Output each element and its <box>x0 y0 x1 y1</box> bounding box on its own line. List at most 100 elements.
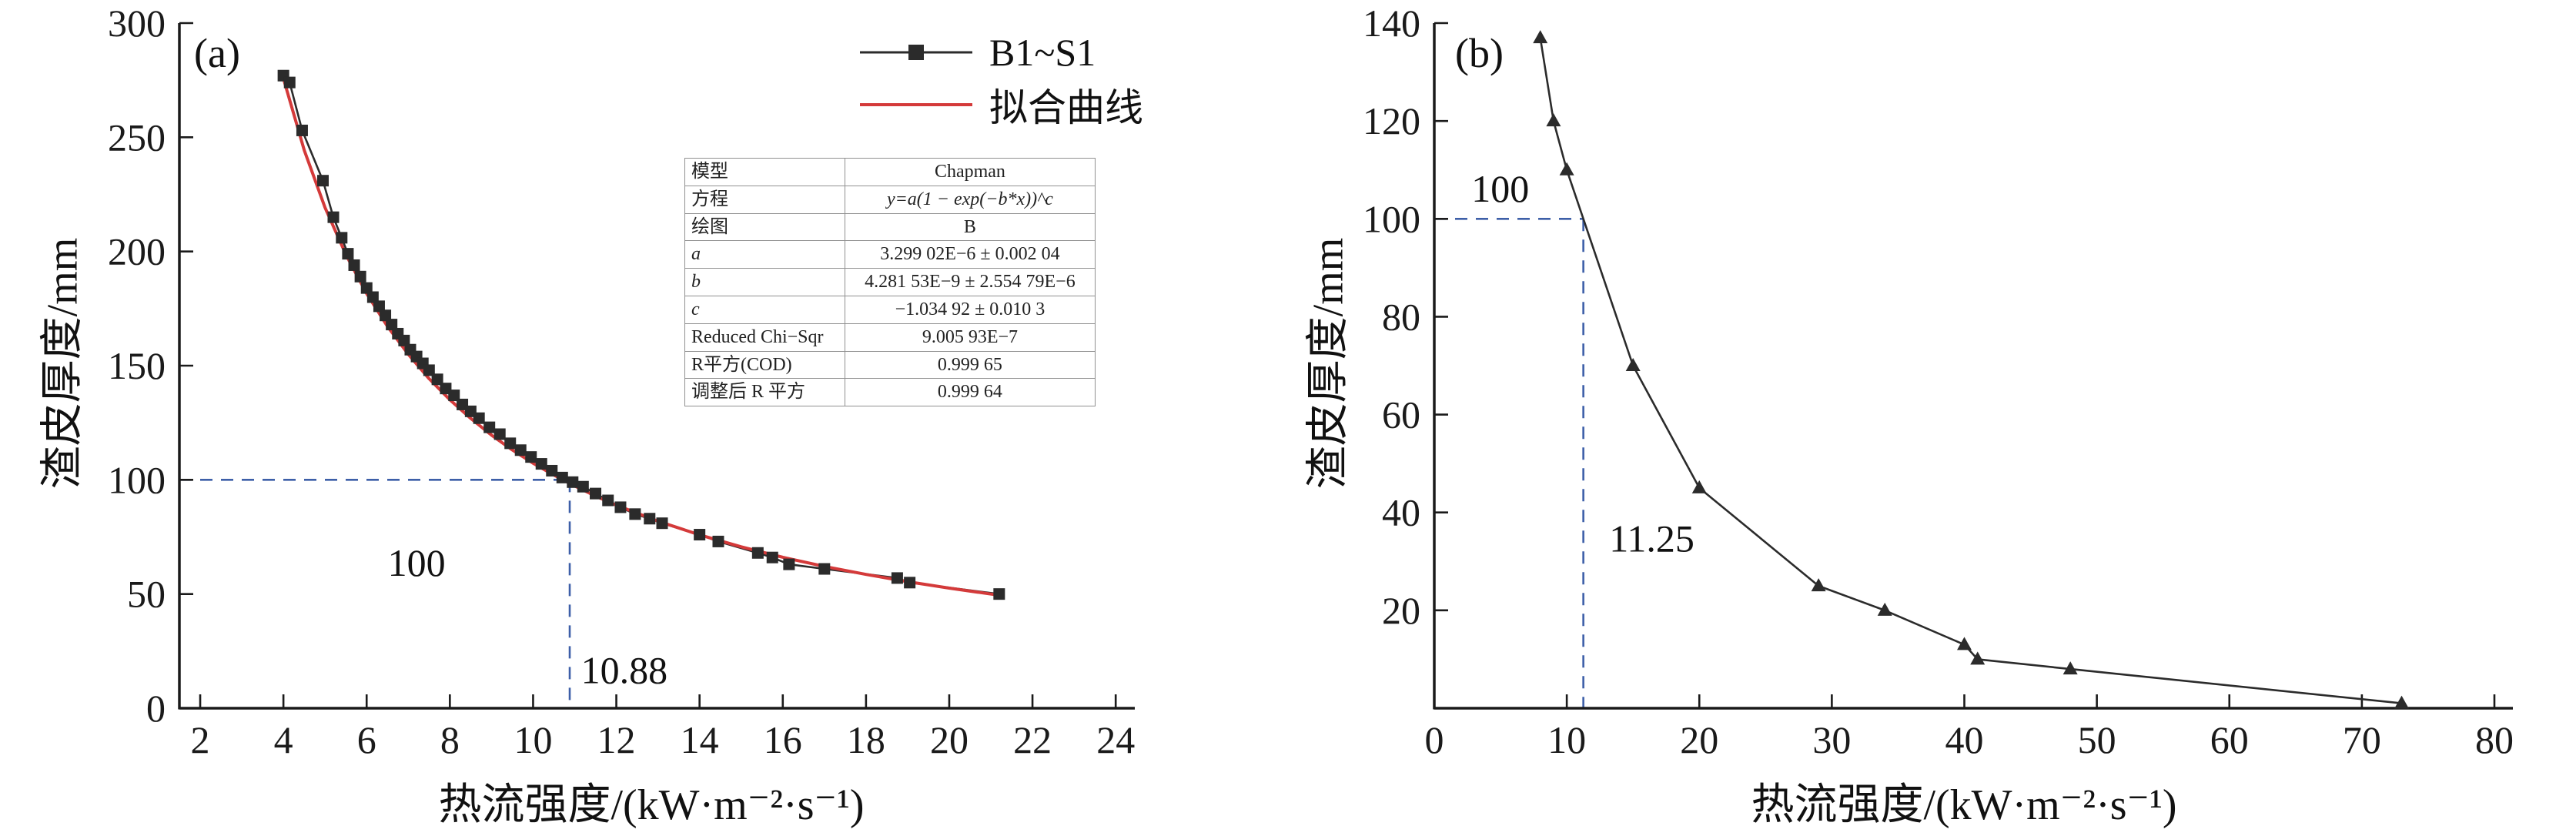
data-point-square <box>590 487 602 500</box>
data-point-square <box>327 211 340 223</box>
data-point-square <box>546 464 558 477</box>
x-tick-label: 6 <box>357 718 376 761</box>
data-point-square <box>993 588 1005 600</box>
y-tick-label: 80 <box>1382 295 1420 338</box>
chart-b-xlabel: 热流强度/(kW·m⁻²·s⁻¹) <box>1751 781 2177 829</box>
data-point-square <box>386 319 398 331</box>
data-point-square <box>629 508 641 520</box>
data-point-square <box>602 494 614 507</box>
fit-table-label: 方程 <box>684 185 845 214</box>
data-point-square <box>366 291 379 303</box>
data-point-square <box>525 451 537 463</box>
fit-table-label: R平方(COD) <box>684 350 845 380</box>
fit-table-value: 4.281 53E−9 ± 2.554 79E−6 <box>844 268 1096 296</box>
data-point-square <box>423 364 435 376</box>
data-point-triangle <box>1559 162 1574 176</box>
y-tick-label: 200 <box>108 230 166 273</box>
x-tick-label: 10 <box>514 718 552 761</box>
fit-table-row: a 3.299 02E−6 ± 0.002 04 <box>684 240 1096 269</box>
x-tick-label: 10 <box>1547 718 1586 761</box>
legend-line-marker-icon <box>860 103 972 106</box>
data-point-square <box>656 517 668 530</box>
y-tick-label: 120 <box>1363 99 1420 142</box>
legend-item-fit-curve: 拟合曲线 <box>858 79 1143 131</box>
data-point-triangle <box>1957 637 1972 650</box>
series-line-渣皮厚度 <box>1539 37 2402 704</box>
fit-table-label: c <box>684 295 845 324</box>
fit-table-value: B <box>844 212 1096 242</box>
data-point-square <box>380 309 392 322</box>
x-tick-label: 12 <box>597 718 636 761</box>
data-point-square <box>614 501 627 513</box>
fit-table-row: Reduced Chi−Sqr 9.005 93E−7 <box>684 323 1096 352</box>
legend-item-data-series: B1~S1 <box>858 26 1143 79</box>
x-tick-label: 2 <box>191 718 210 761</box>
data-point-square <box>336 232 348 244</box>
data-point-square <box>348 259 360 271</box>
data-point-square <box>514 444 527 456</box>
x-tick-label: 14 <box>681 718 719 761</box>
data-point-square <box>577 480 589 493</box>
x-tick-label: 16 <box>764 718 802 761</box>
data-point-square <box>904 577 916 589</box>
data-point-square <box>493 428 506 440</box>
x-tick-label: 4 <box>274 718 293 761</box>
fit-table-row: 调整后 R 平方 0.999 64 <box>684 378 1096 407</box>
fit-table-row: 方程 y=a(1 − exp(−b*x))^c <box>684 185 1096 214</box>
y-tick-label: 140 <box>1363 2 1420 45</box>
x-tick-label: 18 <box>847 718 885 761</box>
x-tick-label: 70 <box>2343 718 2381 761</box>
annotation-100: 100 <box>388 541 446 584</box>
fit-table-label: b <box>684 268 845 296</box>
panel-b: 0 10 20 30 40 50 60 70 80 20 40 60 80 100 120 140 100 11.… <box>1201 0 2576 836</box>
y-tick-label: 0 <box>146 687 166 730</box>
data-point-triangle <box>2062 661 2078 675</box>
legend-square-marker-icon <box>860 45 972 60</box>
fit-table-value: 3.299 02E−6 ± 0.002 04 <box>844 240 1096 269</box>
x-tick-label: 20 <box>930 718 969 761</box>
data-point-square <box>342 248 354 260</box>
fit-table-row: 模型 Chapman <box>684 158 1096 186</box>
data-point-square <box>644 513 656 525</box>
annotation-10.88: 10.88 <box>581 648 668 691</box>
y-tick-label: 100 <box>108 458 166 501</box>
x-tick-label: 40 <box>1945 718 1984 761</box>
fit-table-value: 9.005 93E−7 <box>844 323 1096 352</box>
data-point-square <box>783 558 795 570</box>
fit-table-value: 0.999 64 <box>844 378 1096 407</box>
data-point-triangle <box>1970 651 1986 665</box>
chart-b-panel-label: (b) <box>1455 30 1504 76</box>
y-tick-label: 250 <box>108 115 166 159</box>
fit-table-value: Chapman <box>844 158 1096 186</box>
data-point-triangle <box>2394 695 2410 709</box>
annotation-100: 100 <box>1471 167 1529 210</box>
data-point-triangle <box>1691 480 1707 493</box>
data-point-square <box>818 563 831 575</box>
data-point-triangle <box>1546 113 1561 127</box>
chart-a-plot: 2 4 6 8 10 12 14 16 18 20 22 2405010015020025030010… <box>108 2 1135 761</box>
data-point-square <box>556 471 568 483</box>
x-tick-label: 22 <box>1013 718 1052 761</box>
x-tick-label: 50 <box>2078 718 2116 761</box>
data-point-square <box>483 421 496 433</box>
x-tick-label: 80 <box>2475 718 2514 761</box>
legend-label-fit-curve: 拟合曲线 <box>989 86 1143 129</box>
chart-a-ylabel: 渣皮厚度/mm <box>38 237 87 490</box>
fit-table-label: 调整后 R 平方 <box>684 378 845 407</box>
x-tick-label: 8 <box>440 718 460 761</box>
data-point-square <box>694 529 706 541</box>
fit-table-row: b 4.281 53E−9 ± 2.554 79E−6 <box>684 268 1096 296</box>
fit-table-value: y=a(1 − exp(−b*x))^c <box>844 185 1096 214</box>
fit-table-label: Reduced Chi−Sqr <box>684 323 845 352</box>
x-tick-label: 24 <box>1096 718 1135 761</box>
fit-table-label: a <box>684 240 845 269</box>
y-tick-label: 100 <box>1363 197 1420 240</box>
y-tick-label: 50 <box>127 573 166 616</box>
data-point-triangle <box>1625 358 1641 371</box>
fit-table-label: 绘图 <box>684 212 845 242</box>
y-tick-label: 20 <box>1382 589 1420 632</box>
data-point-square <box>535 458 547 470</box>
data-point-square <box>751 547 764 559</box>
